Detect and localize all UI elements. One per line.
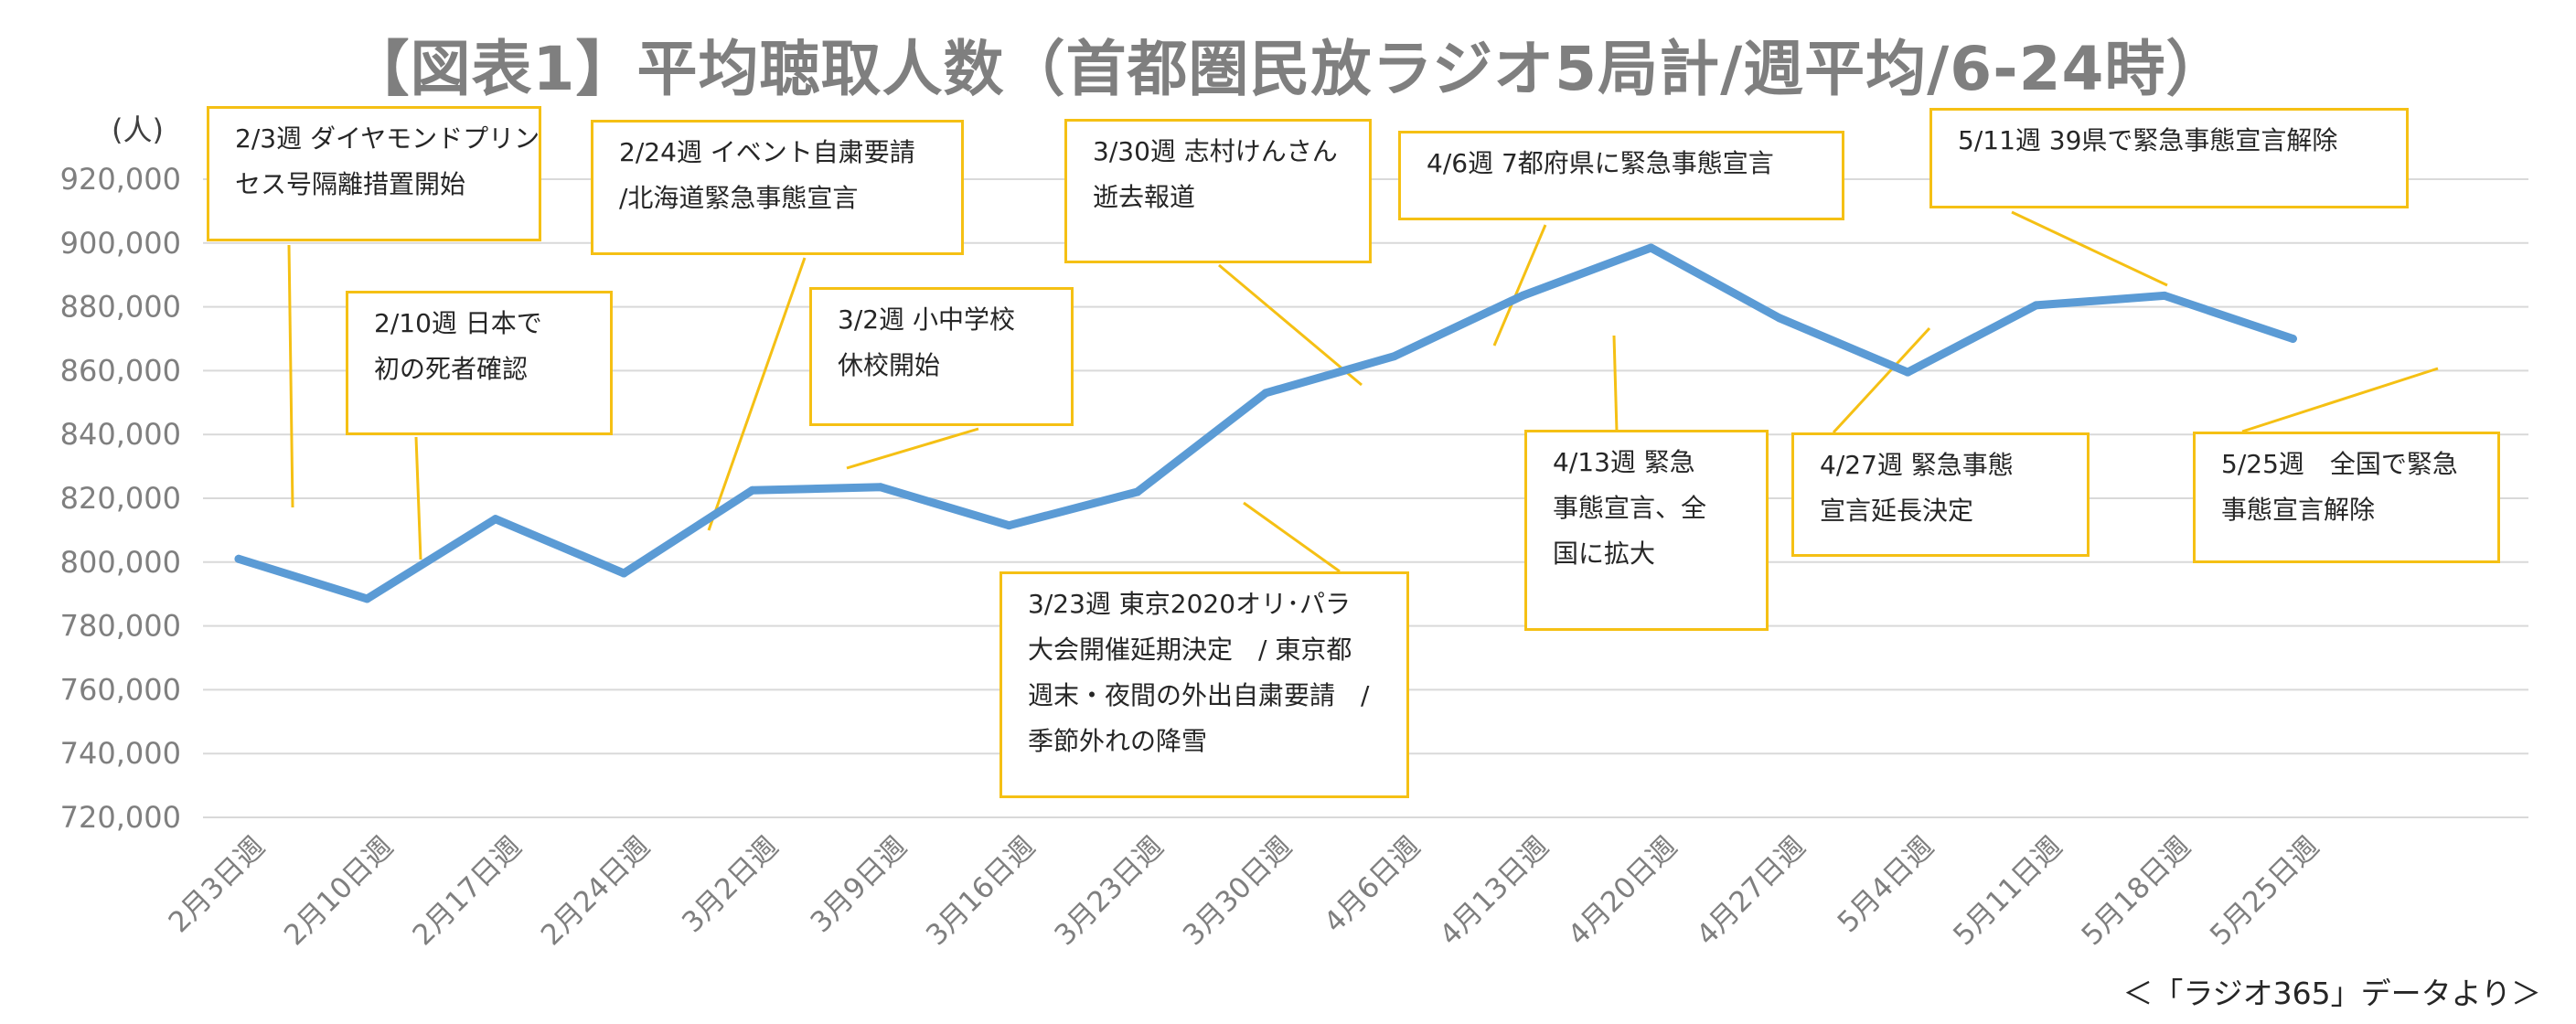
x-axis-ticks: 2月3日週 2月10日週 2月17日週 2月24日週 3月2日週 3月9日週 3月16日週 3… — [163, 830, 2326, 952]
data-point — [1903, 368, 1912, 377]
x-tick-label: 3月16日週 — [920, 830, 1042, 952]
y-axis-ticks: 720,000 740,000 760,000 780,000 800,000 820,0… — [60, 162, 181, 835]
callout-connector — [707, 257, 807, 531]
x-tick-label: 3月30日週 — [1177, 830, 1299, 952]
annotation-callout: 5/25週 全国で緊急 事態宣言解除 — [2193, 432, 2500, 563]
y-tick-label: 900,000 — [60, 226, 181, 261]
callout-connector — [846, 427, 979, 470]
series-layer — [234, 243, 2297, 603]
x-tick-label: 3月23日週 — [1048, 830, 1170, 952]
y-tick-label: 840,000 — [60, 417, 181, 452]
annotation-callout: 2/24週 イベント自粛要請 /北海道緊急事態宣言 — [591, 120, 964, 255]
callout-connector — [1243, 501, 1341, 573]
annotation-callout: 3/23週 東京2020オリ･パラ 大会開催延期決定 / 東京都 週末・夜間の外… — [999, 571, 1409, 798]
data-point — [1133, 487, 1142, 496]
data-point — [876, 483, 885, 492]
x-tick-label: 2月10日週 — [278, 830, 400, 952]
x-tick-label: 2月24日週 — [535, 830, 657, 952]
y-tick-label: 740,000 — [60, 736, 181, 771]
x-tick-label: 4月27日週 — [1690, 830, 1812, 952]
data-point — [2160, 291, 2169, 300]
x-tick-label: 4月20日週 — [1562, 830, 1683, 952]
x-tick-label: 4月6日週 — [1318, 830, 1427, 939]
data-point — [2032, 301, 2041, 310]
data-point — [1004, 521, 1013, 530]
x-tick-label: 3月2日週 — [676, 830, 785, 939]
x-tick-label: 5月11日週 — [1947, 830, 2068, 952]
data-point — [1775, 314, 1784, 323]
y-tick-label: 720,000 — [60, 800, 181, 835]
callout-connectors — [287, 210, 2439, 573]
data-point — [619, 569, 628, 578]
annotation-callout: 4/6週 7都府県に緊急事態宣言 — [1398, 131, 1844, 220]
chart-title: 【図表1】平均聴取人数（首都圏民放ラジオ5局計/週平均/6-24時） — [348, 34, 2228, 104]
y-tick-label: 780,000 — [60, 609, 181, 644]
y-tick-label: 760,000 — [60, 672, 181, 707]
annotation-callout: 2/3週 ダイヤモンドプリン セス号隔離措置開始 — [207, 106, 541, 241]
data-point — [491, 515, 500, 524]
x-tick-label: 5月4日週 — [1832, 830, 1940, 939]
source-note: ＜「ラジオ365」データより＞ — [2122, 976, 2541, 1011]
data-point — [1518, 291, 1527, 300]
y-tick-label: 820,000 — [60, 481, 181, 516]
callout-connector — [2241, 367, 2439, 433]
data-point — [362, 594, 371, 603]
annotation-callout: 3/2週 小中学校 休校開始 — [809, 287, 1074, 426]
data-point — [2288, 335, 2297, 343]
x-tick-label: 4月13日週 — [1434, 830, 1555, 952]
data-point — [1261, 389, 1270, 398]
data-point — [1646, 243, 1655, 252]
x-tick-label: 2月17日週 — [406, 830, 528, 952]
callout-connector — [1218, 263, 1363, 387]
y-tick-label: 920,000 — [60, 162, 181, 197]
x-tick-label: 2月3日週 — [163, 830, 272, 939]
y-tick-label: 880,000 — [60, 290, 181, 325]
annotation-callout: 4/27週 緊急事態 宣言延長決定 — [1791, 432, 2090, 557]
callout-connector — [414, 436, 422, 560]
x-tick-label: 5月18日週 — [2076, 830, 2197, 952]
annotation-callout: 3/30週 志村けんさん 逝去報道 — [1064, 119, 1372, 263]
annotation-callout: 2/10週 日本で 初の死者確認 — [346, 291, 613, 435]
callout-connector — [1832, 326, 1931, 434]
data-point — [234, 554, 243, 563]
data-point — [748, 485, 757, 495]
callout-connector — [1612, 335, 1619, 432]
y-tick-label: 800,000 — [60, 545, 181, 580]
callout-connector — [1492, 224, 1547, 347]
annotation-callout: 4/13週 緊急 事態宣言、全 国に拡大 — [1524, 430, 1769, 631]
x-tick-label: 5月25日週 — [2204, 830, 2325, 952]
callout-connector — [2011, 210, 2168, 287]
y-axis-unit-label: (人) — [112, 112, 164, 147]
annotation-callout: 5/11週 39県で緊急事態宣言解除 — [1929, 108, 2409, 208]
data-point — [1390, 352, 1399, 361]
y-tick-label: 860,000 — [60, 353, 181, 388]
callout-connector — [287, 244, 294, 508]
x-tick-label: 3月9日週 — [805, 830, 914, 939]
